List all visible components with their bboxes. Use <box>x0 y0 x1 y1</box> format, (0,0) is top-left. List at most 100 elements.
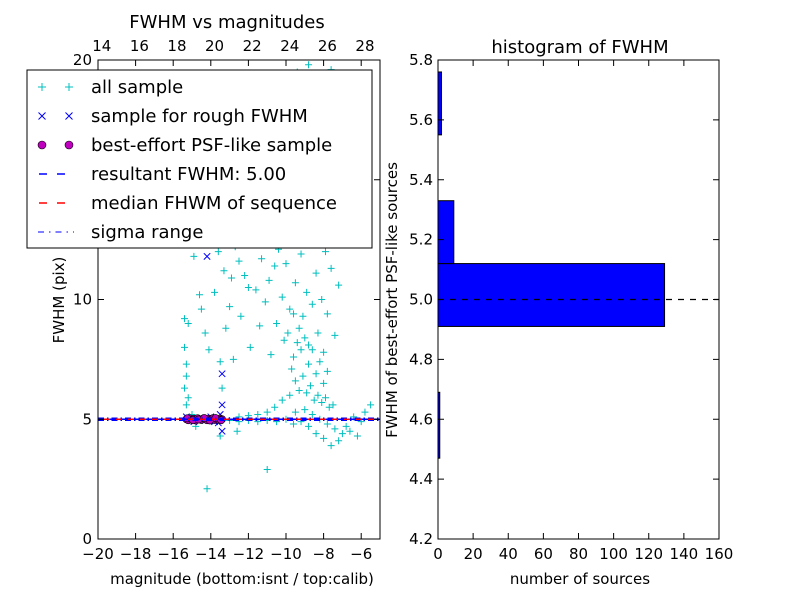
all-sample-point <box>312 370 320 378</box>
all-sample-point <box>246 343 254 351</box>
all-sample-point <box>286 391 294 399</box>
all-sample-point <box>306 382 314 390</box>
histogram-xtick-label: 160 <box>705 545 734 563</box>
all-sample-point <box>196 291 204 299</box>
all-sample-point <box>263 408 271 416</box>
all-sample-point <box>190 252 198 260</box>
all-sample-point <box>314 391 322 399</box>
histogram-ytick-label: 4.4 <box>409 470 433 488</box>
all-sample-point <box>235 257 243 265</box>
all-sample-point <box>331 425 339 433</box>
all-sample-point <box>288 365 296 373</box>
scatter-ytick-label: 20 <box>73 51 92 69</box>
histogram-panel: 0 20 40 60 80 100 120 140 160 4.2 4.4 4.6 4.8 5.0 5.2 5… <box>383 37 733 588</box>
all-sample-point <box>214 248 222 256</box>
all-sample-point <box>218 384 226 392</box>
all-sample-point <box>197 305 205 313</box>
all-sample-point <box>297 250 305 258</box>
all-sample-point <box>331 331 339 339</box>
all-sample-point <box>290 310 298 318</box>
all-sample-point <box>291 377 299 385</box>
all-sample-point <box>335 437 343 445</box>
scatter-top-xtick-label: 26 <box>318 37 337 55</box>
legend-marker-plus <box>38 83 46 91</box>
all-sample-point <box>295 387 303 395</box>
histogram-ytick-label: 4.2 <box>409 530 433 548</box>
all-sample-point <box>291 408 299 416</box>
all-sample-point <box>184 319 192 327</box>
rough-fwhm-point <box>218 427 226 435</box>
all-sample-point <box>295 324 303 332</box>
all-sample-point <box>203 485 211 493</box>
all-sample-point <box>325 403 333 411</box>
legend-label: sample for rough FWHM <box>91 106 308 127</box>
histogram-xtick-label: 120 <box>634 545 663 563</box>
scatter-ytick-label: 0 <box>82 530 92 548</box>
all-sample-point <box>201 329 209 337</box>
scatter-ylabel: FWHM (pix) <box>50 257 68 344</box>
histogram-xtick-label: 100 <box>599 545 628 563</box>
all-sample-point <box>318 296 326 303</box>
all-sample-point <box>229 355 237 363</box>
histogram-bar <box>437 263 666 327</box>
all-sample-point <box>316 358 324 366</box>
scatter-panel: −20−18−16−14−12−10−8−6051015201416182022… <box>26 12 381 588</box>
legend-entry: sample for rough FWHM <box>38 106 308 127</box>
all-sample-point <box>312 430 320 438</box>
legend-marker-circle <box>37 140 47 150</box>
scatter-top-xtick-label: 24 <box>280 37 299 55</box>
all-sample-point <box>321 394 329 402</box>
all-sample-point <box>305 360 313 368</box>
histogram-xtick-label: 140 <box>670 545 699 563</box>
all-sample-point <box>310 396 318 404</box>
all-sample-point <box>286 305 294 313</box>
all-sample-point <box>338 430 346 438</box>
all-sample-point <box>284 329 292 337</box>
all-sample-point <box>180 343 188 351</box>
all-sample-point <box>305 61 313 69</box>
legend-marker-x <box>38 112 46 120</box>
histogram-xtick-label: 80 <box>569 545 588 563</box>
histogram-ytick-label: 4.6 <box>409 410 433 428</box>
all-sample-point <box>327 442 335 450</box>
legend-label: resultant FWHM: 5.00 <box>91 164 286 185</box>
all-sample-point <box>301 406 309 414</box>
all-sample-point <box>335 281 343 289</box>
all-sample-point <box>323 420 331 428</box>
histogram-xlabel: number of sources <box>510 570 650 588</box>
all-sample-point <box>222 324 230 332</box>
all-sample-point <box>258 255 266 263</box>
all-sample-point <box>346 427 354 435</box>
all-sample-point <box>252 286 260 294</box>
all-sample-point <box>308 410 316 418</box>
all-sample-point <box>227 274 235 282</box>
histogram-ytick-label: 5.4 <box>409 171 433 189</box>
all-sample-point <box>233 427 241 435</box>
all-sample-point <box>241 272 249 280</box>
all-sample-point <box>321 248 329 256</box>
all-sample-point <box>290 353 298 361</box>
all-sample-point <box>271 403 279 411</box>
histogram-ytick-label: 4.8 <box>409 350 433 368</box>
scatter-xtick-label: −16 <box>157 545 189 563</box>
all-sample-point <box>265 276 273 284</box>
histogram-ytick-label: 5.2 <box>409 231 433 249</box>
all-sample-point <box>314 329 322 337</box>
legend-label: sigma range <box>91 222 203 243</box>
all-sample-point <box>301 334 309 342</box>
all-sample-point <box>297 346 305 354</box>
legend-label: best-effort PSF-like sample <box>91 135 332 156</box>
all-sample-point <box>244 284 252 292</box>
scatter-ytick-label: 10 <box>73 291 92 309</box>
all-sample-point <box>273 319 281 327</box>
scatter-legend: all sample sample for rough FWHM best-effo… <box>26 69 373 249</box>
all-sample-point <box>361 408 369 416</box>
histogram-bar <box>437 200 455 265</box>
all-sample-point <box>226 303 234 311</box>
histogram-bar <box>437 71 443 136</box>
scatter-xtick-label: −18 <box>120 545 152 563</box>
scatter-xtick-label: −10 <box>270 545 302 563</box>
all-sample-point <box>329 401 337 409</box>
all-sample-point <box>282 260 290 268</box>
all-sample-point <box>367 401 375 409</box>
